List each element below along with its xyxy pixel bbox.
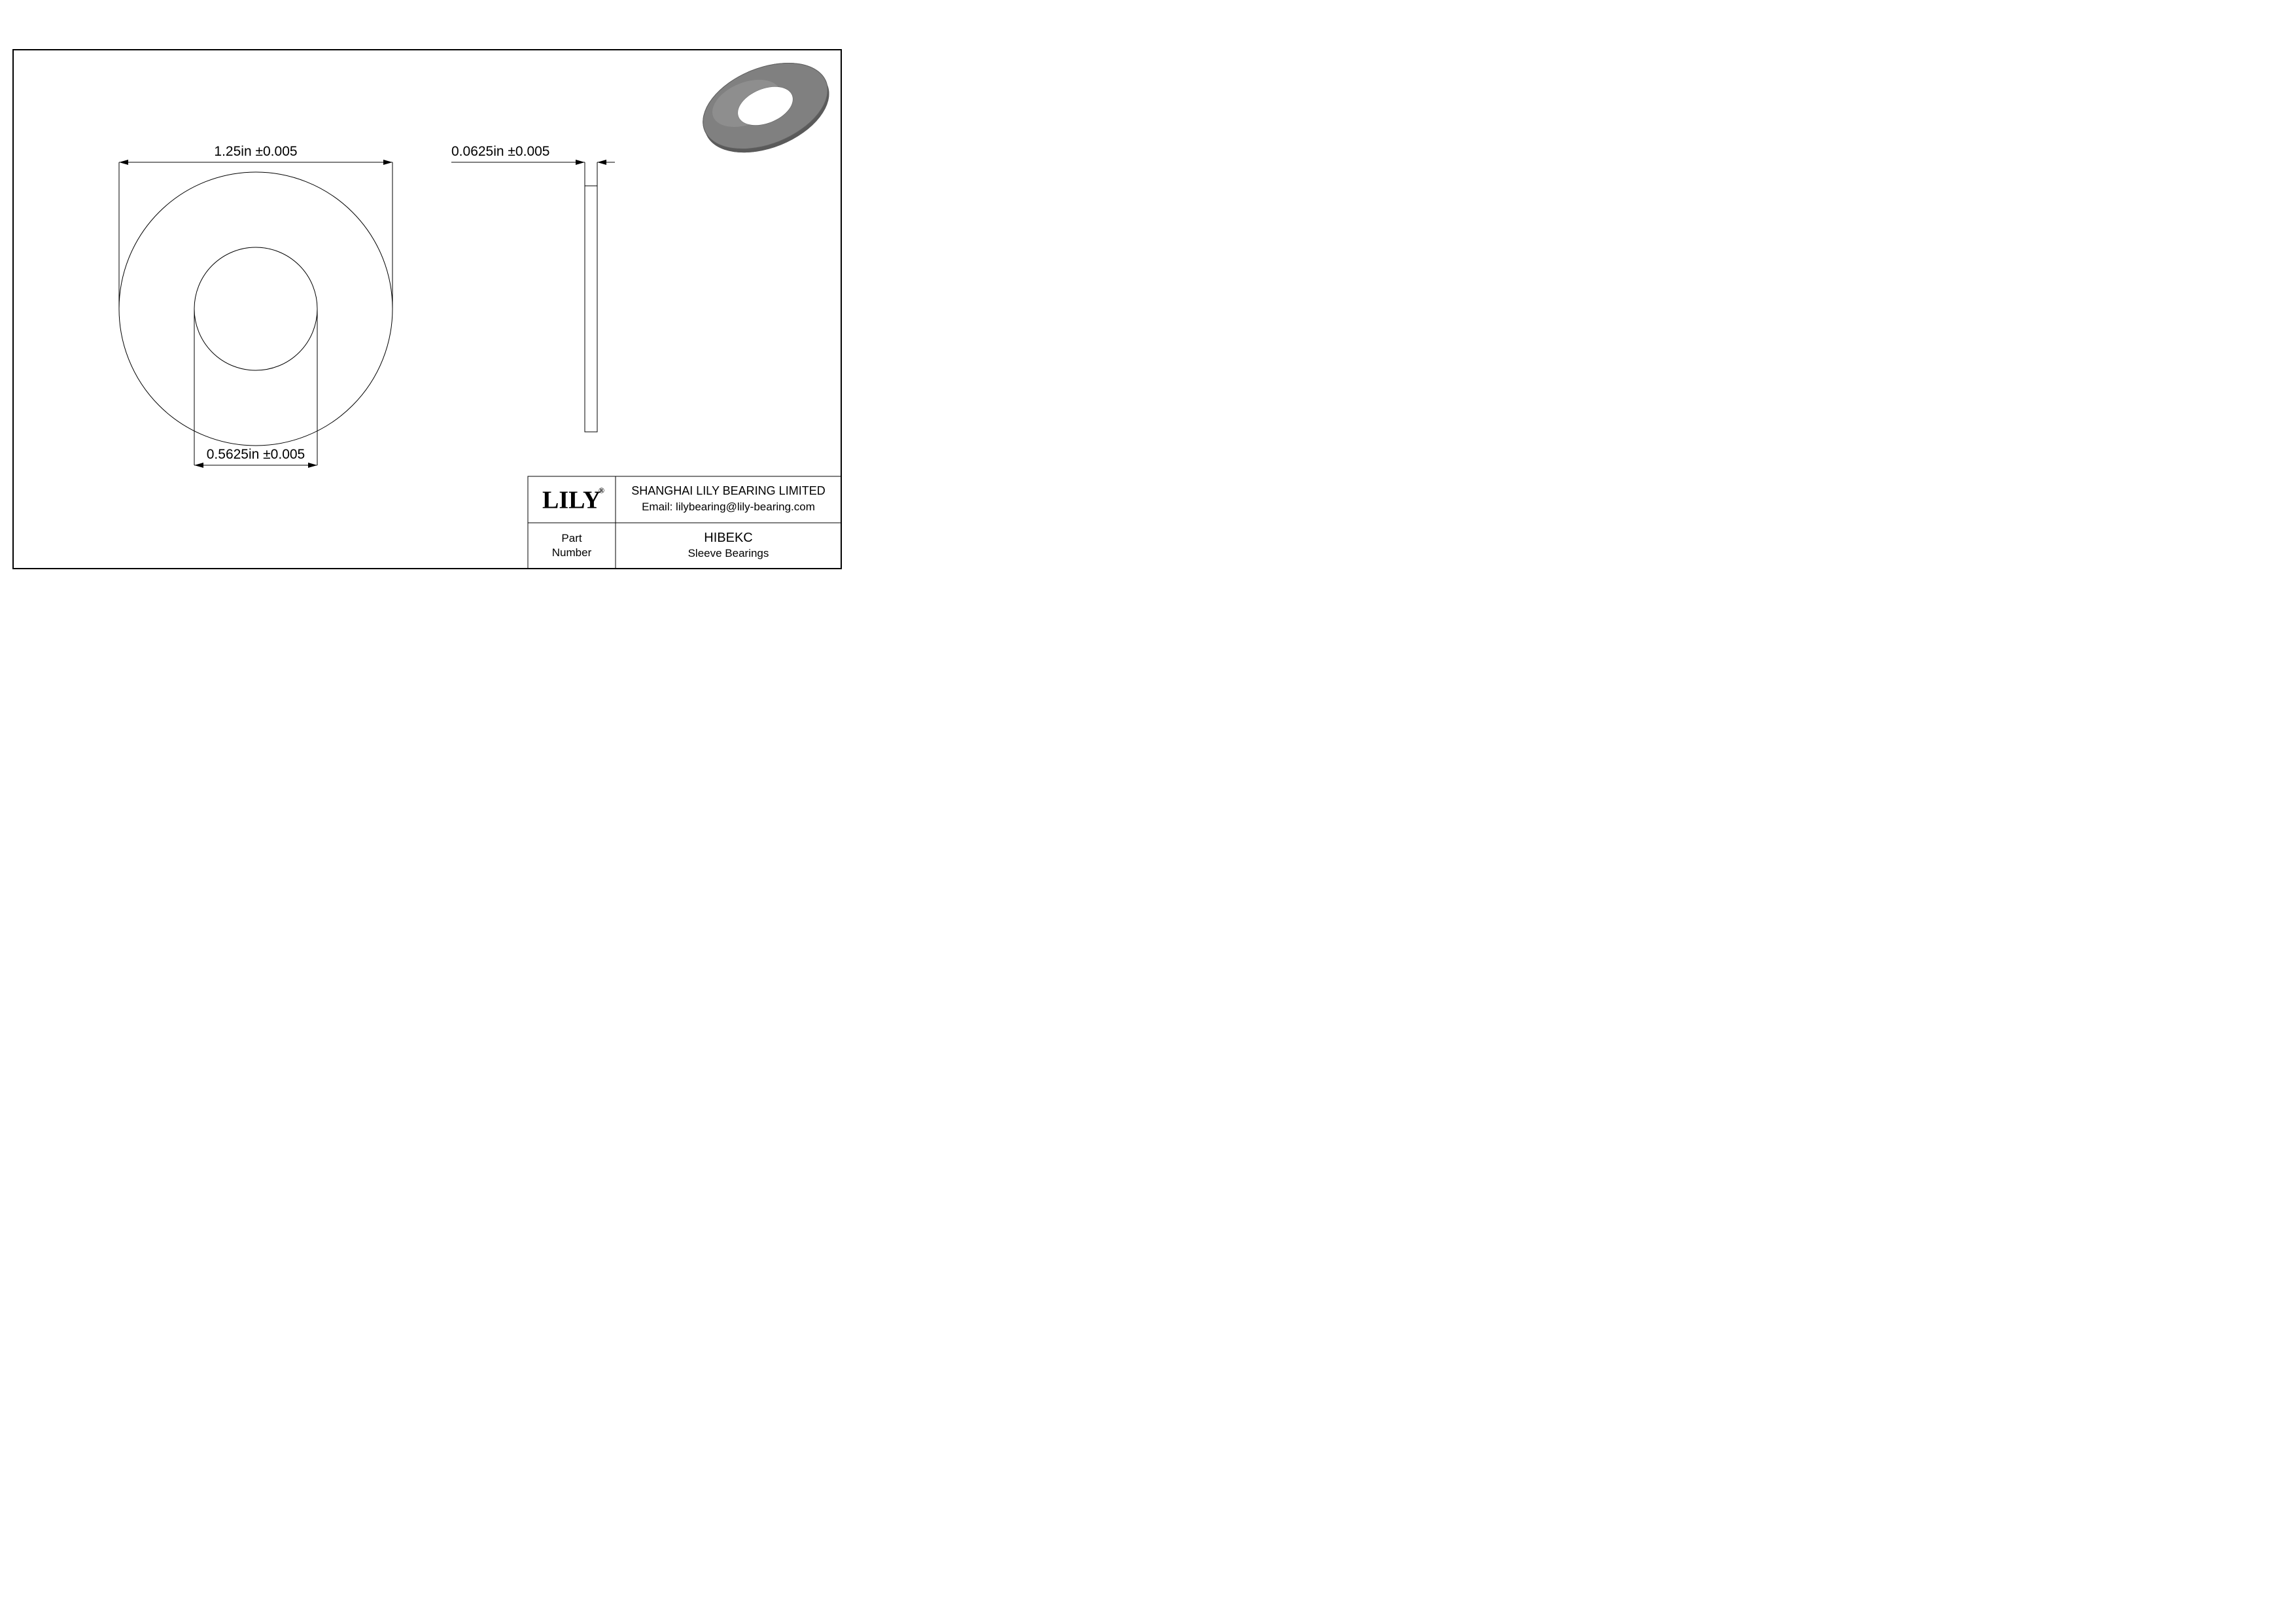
side-view xyxy=(585,186,597,432)
dimension-outer-diameter: 1.25in ±0.005 xyxy=(119,144,392,309)
front-view xyxy=(119,172,392,446)
logo-registered: ® xyxy=(599,486,604,495)
inner-circle xyxy=(194,247,317,370)
part-label-line1: Part xyxy=(561,532,582,544)
part-label-line2: Number xyxy=(552,546,592,559)
drawing-page: 1.25in ±0.005 0.5625in ±0.005 0.0625in ±0.… xyxy=(0,0,857,606)
dimension-thickness-label: 0.0625in ±0.005 xyxy=(451,144,550,159)
dimension-outer-label: 1.25in ±0.005 xyxy=(214,144,297,159)
isometric-view xyxy=(691,46,842,169)
part-description: Sleeve Bearings xyxy=(688,547,769,559)
title-block: LILY® SHANGHAI LILY BEARING LIMITED Email:… xyxy=(528,476,841,569)
outer-circle xyxy=(119,172,392,446)
dimension-inner-diameter: 0.5625in ±0.005 xyxy=(194,309,317,468)
part-number: HIBEKC xyxy=(704,531,752,545)
company-email: Email: lilybearing@lily-bearing.com xyxy=(642,501,815,513)
logo: LILY® xyxy=(542,486,604,514)
logo-text: LILY xyxy=(542,487,600,514)
company-name: SHANGHAI LILY BEARING LIMITED xyxy=(631,484,825,497)
dimension-inner-label: 0.5625in ±0.005 xyxy=(207,447,305,462)
dimension-thickness: 0.0625in ±0.005 xyxy=(451,144,615,186)
drawing-svg: 1.25in ±0.005 0.5625in ±0.005 0.0625in ±0.… xyxy=(0,0,857,606)
